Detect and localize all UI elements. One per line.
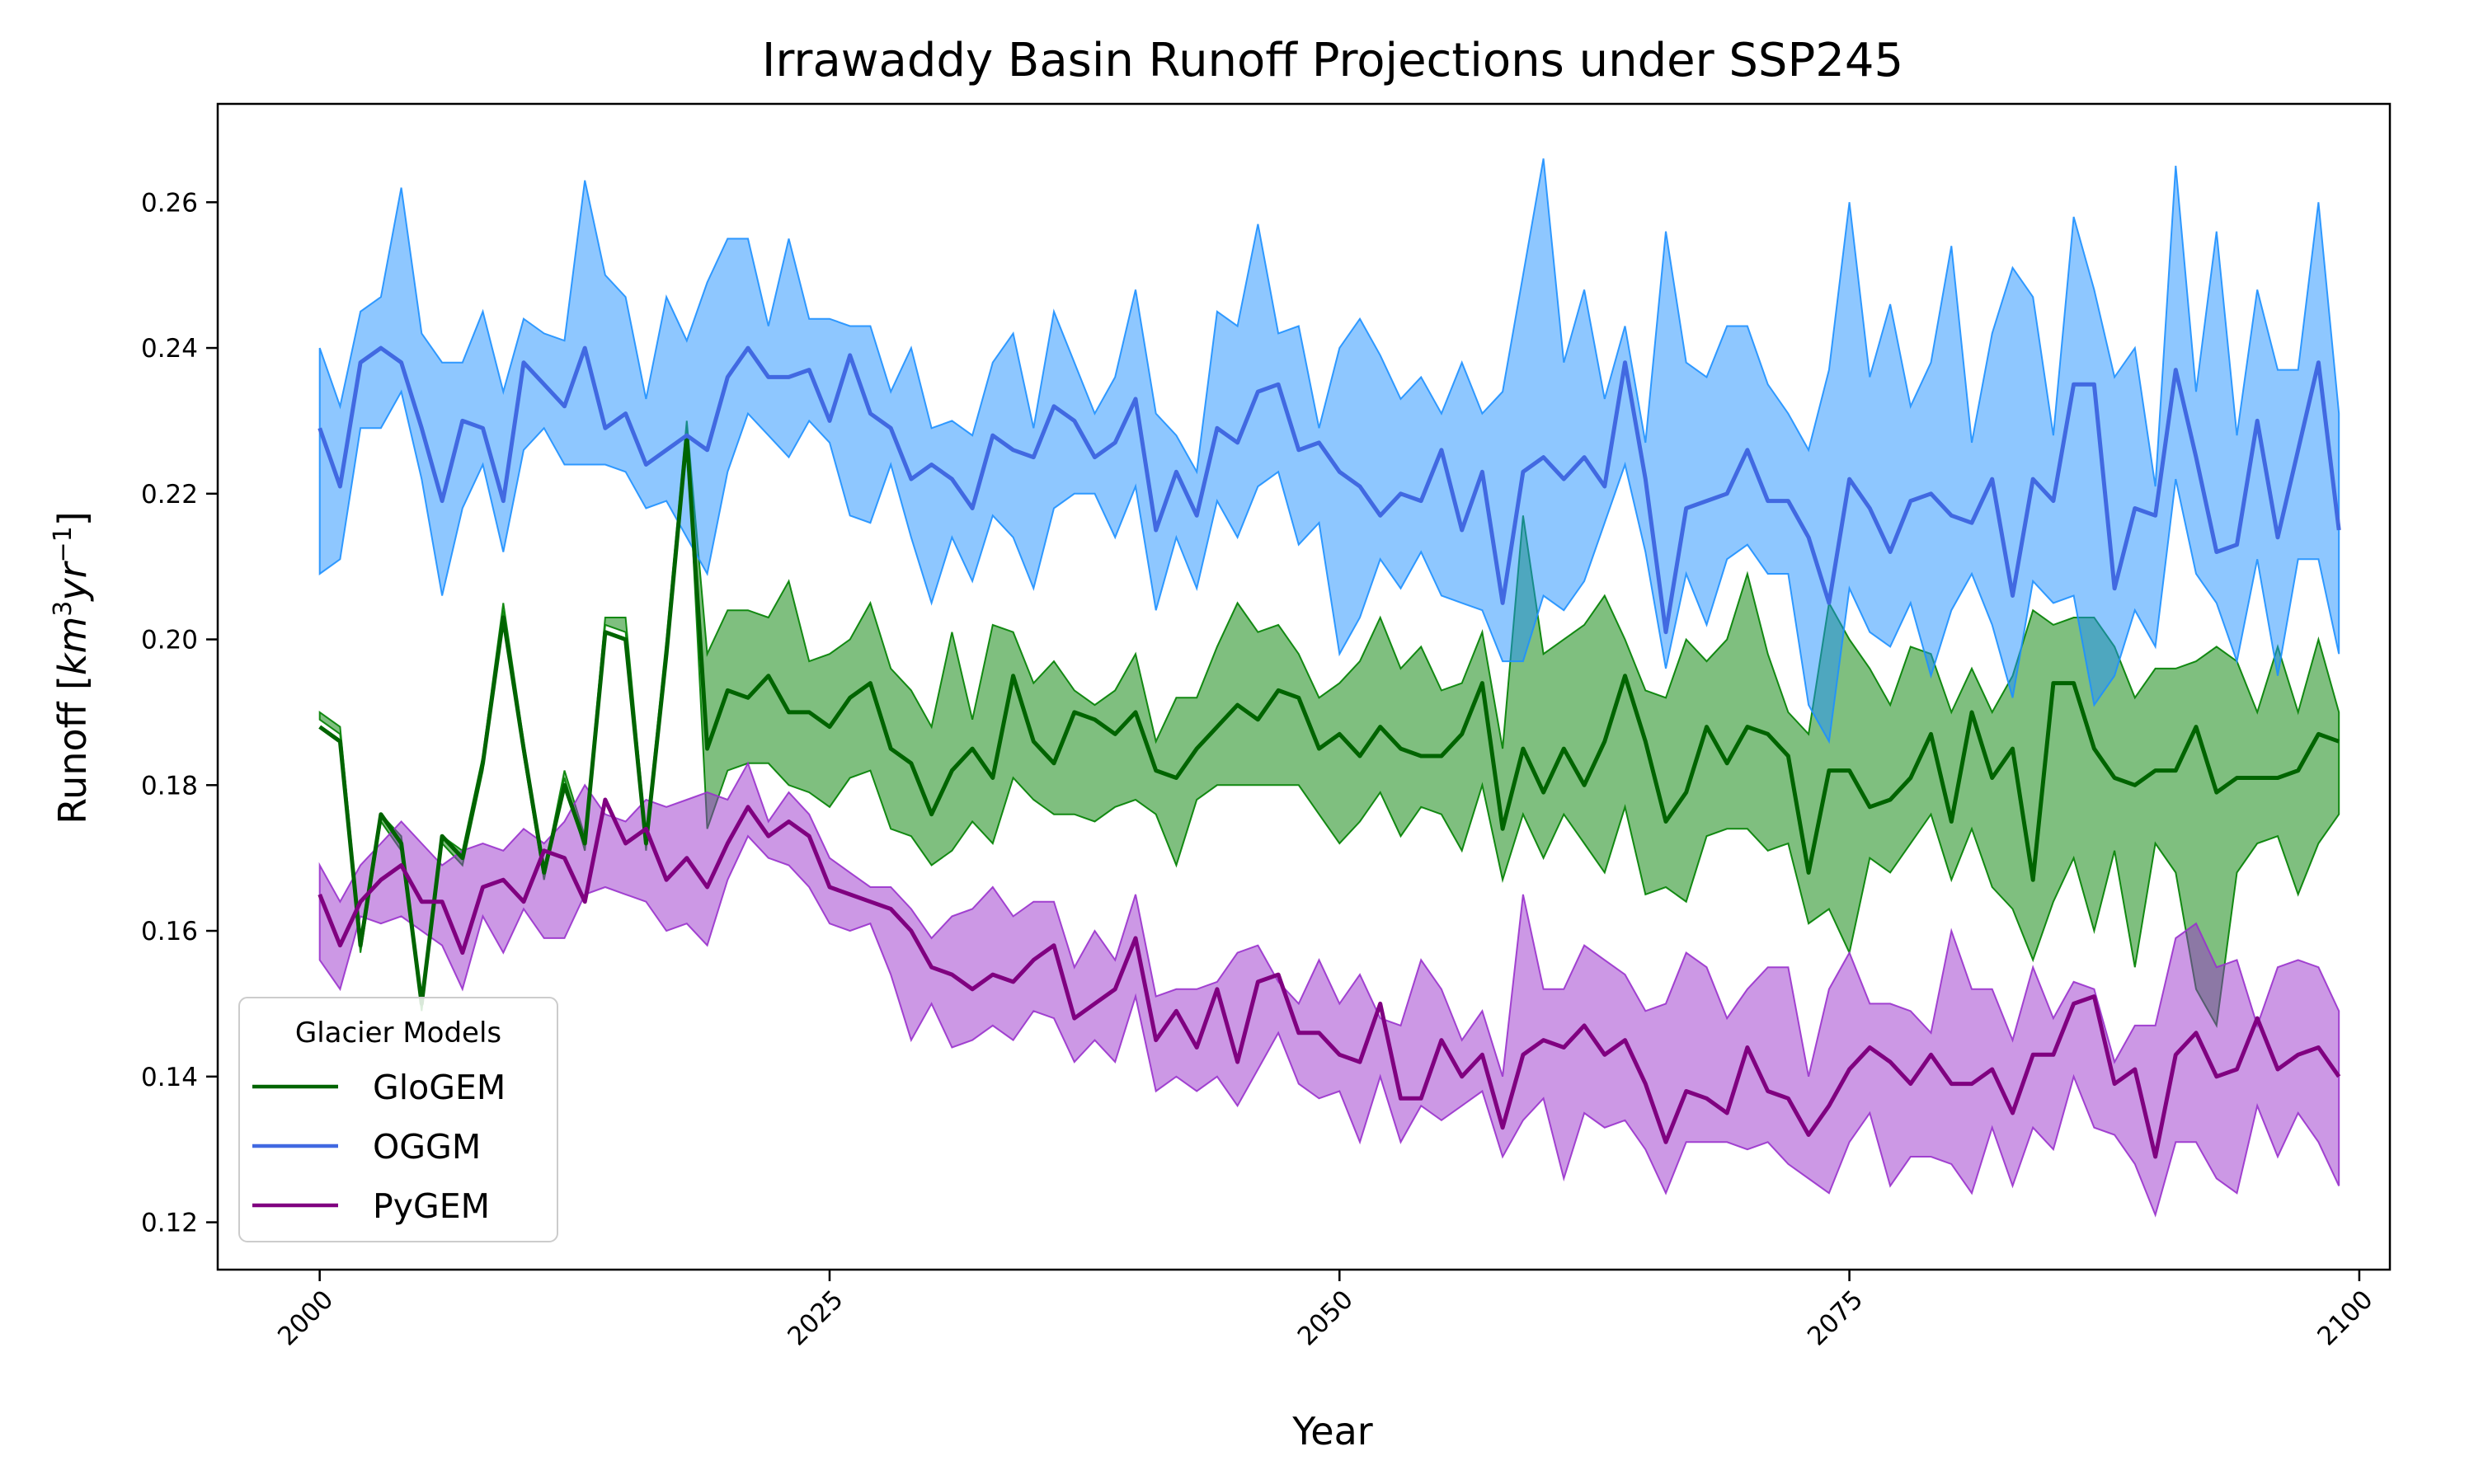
y-axis-title-unit-1: km — [50, 617, 95, 675]
y-axis: 0.12 0.14 0.16 0.18 0.20 0.22 0.24 0.26 — [141, 188, 218, 1238]
y-tick-label: 0.18 — [141, 771, 198, 801]
legend-label-glogem: GloGEM — [373, 1068, 506, 1107]
line-glogem — [318, 433, 2340, 1006]
legend-label-pygem: PyGEM — [373, 1186, 490, 1226]
y-axis-title: Runoff [km3yr−1] — [49, 511, 95, 824]
legend: Glacier Models GloGEM OGGM PyGEM — [238, 997, 558, 1242]
y-tick-label: 0.24 — [141, 334, 198, 364]
y-axis-title-exp-2: −1 — [49, 526, 78, 562]
legend-box — [238, 997, 558, 1242]
legend-title: Glacier Models — [295, 1017, 501, 1050]
mean-lines — [317, 345, 2341, 1159]
y-tick-label: 0.12 — [141, 1209, 198, 1238]
legend-label-oggm: OGGM — [373, 1127, 481, 1167]
y-axis-title-base: Runoff [ — [50, 675, 95, 824]
chart-title: Irrawaddy Basin Runoff Projections under… — [762, 34, 1903, 87]
y-tick-label: 0.16 — [141, 917, 198, 946]
y-tick-label: 0.14 — [141, 1063, 198, 1092]
line-oggm — [317, 345, 2341, 635]
y-axis-title-unit-2: yr — [50, 560, 95, 602]
y-tick-label: 0.26 — [141, 188, 198, 218]
band-oggm — [318, 158, 2340, 744]
y-tick-label: 0.20 — [141, 626, 198, 655]
y-axis-title-exp-1: 3 — [49, 601, 78, 617]
y-axis-title-close: ] — [50, 511, 95, 526]
line-pygem — [317, 797, 2341, 1159]
band-glogem — [318, 420, 2340, 1029]
x-axis-title: Year — [1291, 1409, 1372, 1453]
y-tick-label: 0.22 — [141, 480, 198, 510]
plot-frame — [216, 102, 2392, 1271]
